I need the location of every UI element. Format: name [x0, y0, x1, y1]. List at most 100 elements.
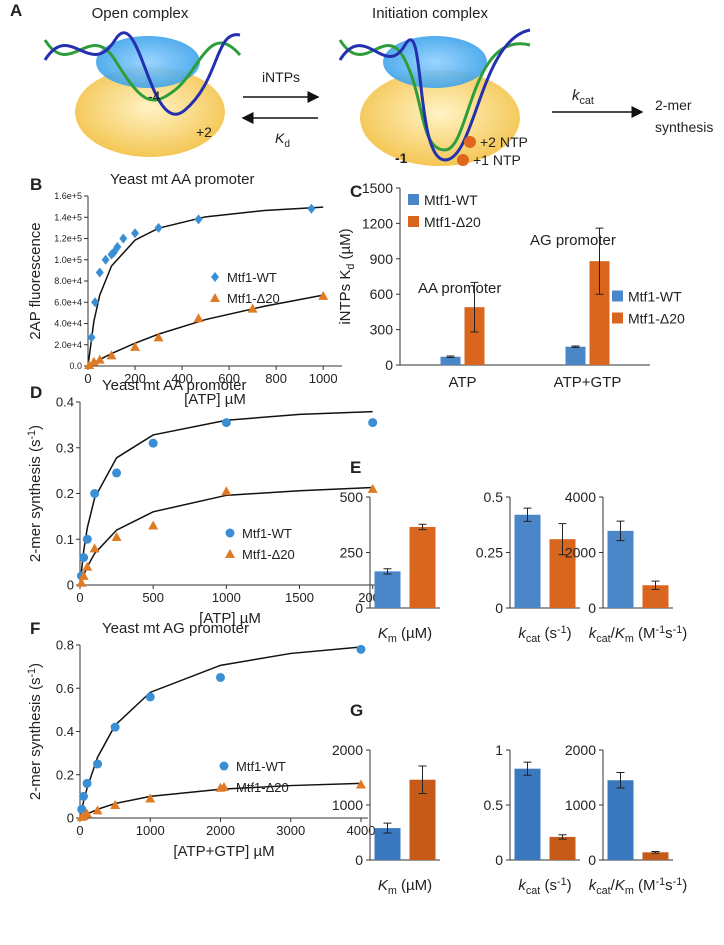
x-axis-label-part: cat: [596, 633, 610, 645]
bar: [642, 852, 669, 860]
x-axis-label-part: k: [518, 877, 527, 894]
x-axis-label: kcat/Km (M-1s-1): [589, 876, 687, 897]
ntp-dot: [457, 154, 469, 166]
error-bar: [418, 523, 427, 531]
y-tick-label: 0: [495, 600, 503, 616]
error-bar: [616, 520, 625, 542]
legend-marker: [219, 782, 229, 791]
bar: [565, 346, 586, 365]
x-axis-label-part: -1: [656, 624, 666, 636]
error-bar: [616, 772, 625, 789]
y-tick-label: 1.4e+5: [54, 212, 82, 222]
y-axis-label-part: ): [27, 663, 44, 668]
data-point: [84, 359, 95, 369]
y-tick-label: 0: [385, 357, 393, 373]
dna-strand: [43, 31, 241, 116]
bar: [642, 585, 669, 608]
x-axis-label-part: k: [589, 877, 598, 894]
label: Kd: [275, 130, 290, 150]
polymerase-shape: [360, 70, 520, 166]
y-tick-label: 0.2: [56, 486, 74, 501]
y-tick-label: 0: [355, 852, 363, 868]
panel-letter: E: [350, 458, 361, 477]
legend-label: Mtf1-WT: [424, 192, 478, 208]
data-point: [154, 222, 163, 233]
chart-title: Yeast mt AA promoter: [110, 171, 255, 188]
x-axis-label: Km (µM): [378, 877, 432, 897]
x-axis-label-part: -1: [656, 876, 666, 888]
fit-curve: [87, 294, 324, 367]
y-tick-label: 0.25: [476, 545, 503, 561]
x-axis-label-part: cat: [596, 885, 610, 897]
data-point: [145, 692, 155, 702]
fit-curve: [79, 486, 373, 586]
data-point: [77, 804, 87, 814]
data-point: [79, 553, 89, 563]
x-axis-label-part: s: [665, 877, 673, 894]
x-axis-label-part: -1: [673, 624, 683, 636]
diagram-label: +1 NTP: [473, 152, 521, 168]
error-bar: [571, 345, 580, 348]
y-tick-label: 6.0e+4: [54, 297, 82, 307]
legend-label: Mtf1-WT: [242, 526, 292, 541]
y-tick-label: 0.6: [56, 681, 74, 696]
data-point: [247, 303, 258, 313]
data-point: [307, 203, 316, 214]
legend-label: Mtf1-WT: [227, 270, 277, 285]
data-point: [215, 672, 225, 682]
bar: [374, 571, 401, 608]
panel-letter: G: [350, 701, 363, 720]
x-tick-label: 800: [265, 371, 287, 386]
data-point: [148, 520, 159, 530]
x-tick-label: 3000: [276, 823, 305, 838]
y-tick-label: 0.3: [56, 440, 74, 455]
y-tick-label: 0.0: [69, 361, 82, 371]
annotation: AA promoter: [418, 280, 501, 297]
legend-label: Mtf1-Δ20: [242, 547, 295, 562]
y-tick-label: 1200: [362, 215, 393, 231]
bar: [464, 307, 485, 365]
panel-letter: D: [30, 383, 42, 402]
diagram-label: +2: [196, 124, 212, 140]
bar: [607, 780, 634, 860]
x-axis-label-part: K: [615, 625, 626, 642]
legend-marker: [225, 528, 235, 538]
y-axis-label: 2-mer synthesis (s-1): [26, 425, 44, 562]
y-tick-label: 0: [67, 578, 74, 593]
y-axis-label-part: (µM): [337, 228, 354, 263]
y-tick-label: 0.1: [56, 532, 74, 547]
x-axis-label-part: -1: [557, 876, 567, 888]
y-tick-label: 0: [67, 811, 74, 826]
error-bar: [446, 355, 455, 358]
y-axis-label-part: ): [27, 425, 44, 430]
y-axis-label-part: -1: [26, 668, 38, 678]
data-point: [76, 577, 87, 587]
x-axis-label-part: m: [388, 885, 397, 897]
y-tick-label: 2000: [565, 545, 596, 561]
data-point: [89, 543, 100, 553]
x-tick-label: 4000: [347, 823, 376, 838]
y-axis-label-part: 2-mer synthesis (s: [27, 678, 44, 801]
x-tick-label: ATP+GTP: [554, 374, 622, 391]
x-axis-label: Km (µM): [378, 625, 432, 645]
x-axis-label-part: ): [567, 625, 572, 642]
x-axis-label-part: k: [589, 625, 598, 642]
x-tick-label: 1500: [285, 590, 314, 605]
bar: [589, 261, 610, 365]
y-tick-label: 0: [588, 600, 596, 616]
data-point: [145, 793, 156, 803]
chart-title: Yeast mt AG promoter: [102, 620, 249, 637]
y-tick-label: 0.5: [484, 797, 504, 813]
bar: [549, 836, 576, 860]
data-point: [79, 791, 89, 801]
x-axis-label-part: -1: [557, 624, 567, 636]
data-point: [91, 297, 100, 308]
x-axis-label: kcat/Km (M-1s-1): [589, 624, 687, 645]
data-point: [318, 290, 329, 300]
panel-a-diagram: [43, 28, 644, 166]
x-axis-label-part: (s: [540, 625, 557, 642]
x-tick-label: 600: [218, 371, 240, 386]
x-tick-label: 1000: [212, 590, 241, 605]
y-tick-label: 4.0e+4: [54, 319, 82, 329]
x-tick-label: 0: [84, 371, 91, 386]
